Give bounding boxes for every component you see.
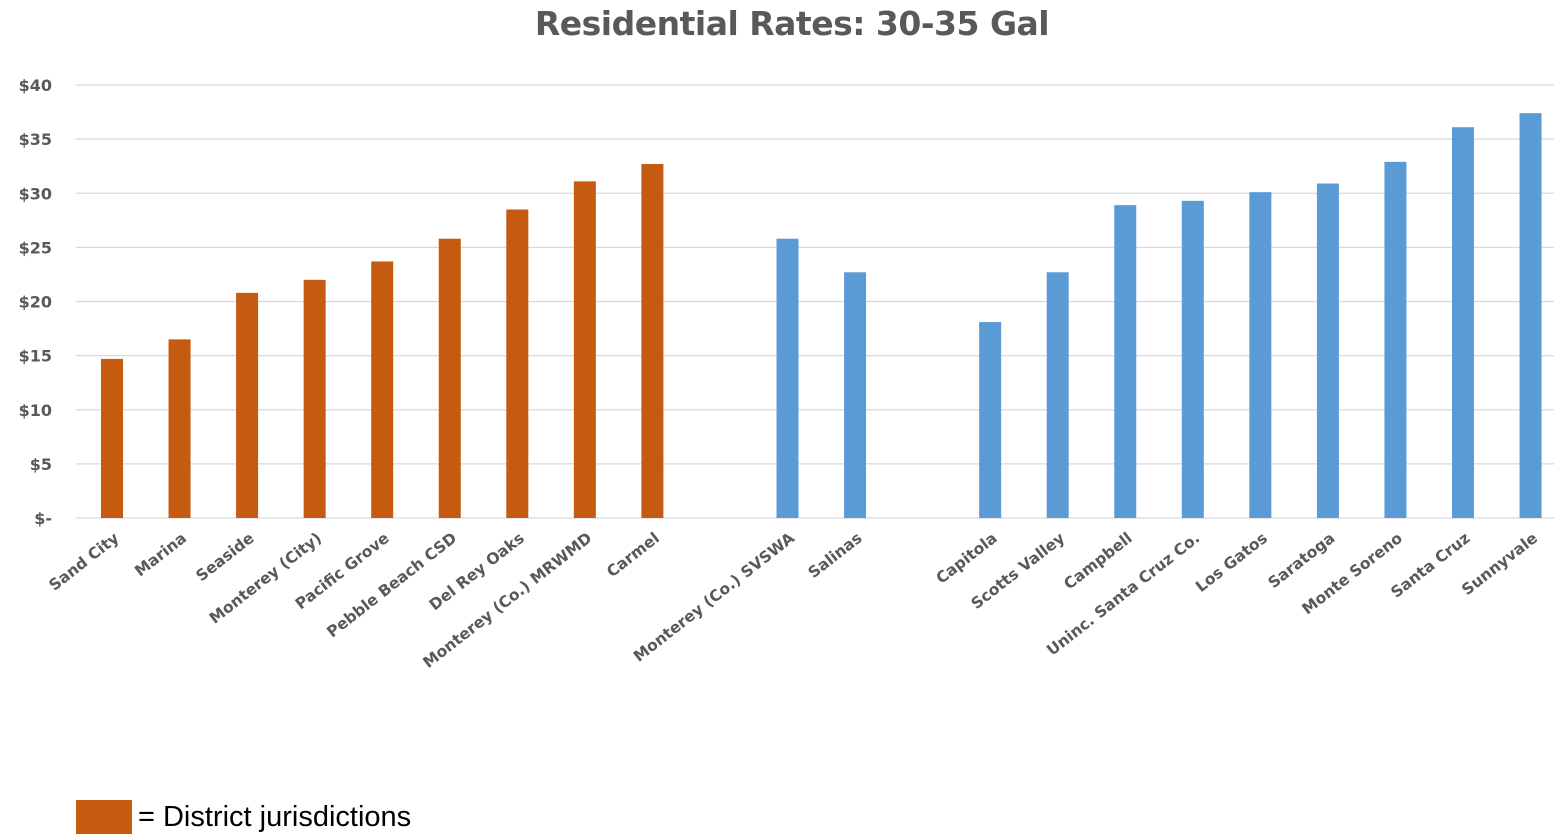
x-tick-label: Marina [131,529,190,580]
bar [506,209,529,519]
bar [776,238,799,518]
y-tick-label: $20 [19,293,52,312]
y-tick-label: $5 [30,455,52,474]
bar-chart: $- $5 $10 $15 $20 $25 $30 $35 $40 Sand City Marin… [19,76,1554,672]
legend-swatch [76,800,132,834]
x-tick-label: Sunnyvale [1458,529,1541,599]
bar [1114,205,1137,518]
x-tick-label: Carmel [603,529,663,581]
y-tick-label: $- [34,509,52,528]
bar [1181,200,1204,518]
bar [101,358,123,518]
x-tick-label: Salinas [805,529,866,582]
bar [844,272,867,518]
bars [101,113,1542,519]
x-tick-label: Seaside [193,529,258,585]
bar [641,164,664,518]
y-tick-label: $30 [19,184,52,203]
legend: = District jurisdictions [76,800,411,834]
x-tick-label: Sand City [46,529,123,595]
x-tick-label: Pebble Beach CSD [324,529,461,641]
bar [573,181,596,518]
y-axis-ticks: $- $5 $10 $15 $20 $25 $30 $35 $40 [19,76,52,528]
y-tick-label: $10 [19,401,52,420]
x-tick-label: Monterey (Co.) SVSWA [630,529,798,666]
bar [1046,272,1069,518]
legend-label: = District jurisdictions [138,800,412,833]
y-tick-label: $40 [19,76,52,95]
bar [1452,127,1474,518]
x-tick-label: Monterey (City) [206,529,325,628]
bar [168,339,191,518]
chart-title: Residential Rates: 30-35 Gal [534,4,1050,43]
bar [438,238,461,518]
bar [236,292,259,518]
y-tick-label: $35 [19,130,52,149]
x-tick-label: Capitola [933,529,1001,588]
bar [1519,113,1542,519]
y-tick-label: $25 [19,238,52,257]
x-tick-label: Los Gatos [1192,529,1271,596]
bar [1384,161,1407,519]
bar [371,261,394,518]
y-tick-label: $15 [19,347,52,366]
bar [303,279,326,518]
bar [1316,183,1339,518]
bar [979,322,1002,518]
bar [1249,192,1272,519]
